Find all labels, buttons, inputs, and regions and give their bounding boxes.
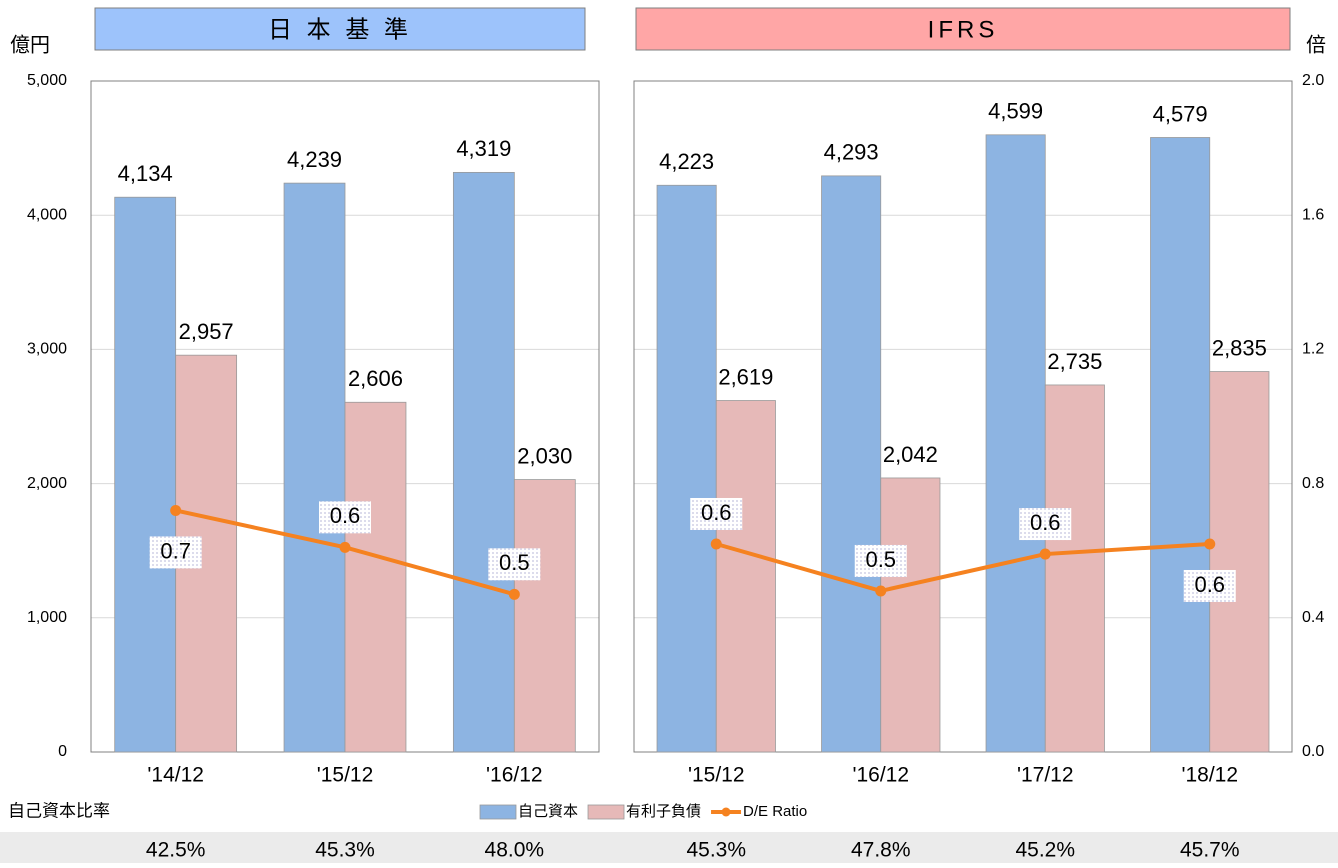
line-point (1039, 548, 1051, 560)
equity-ratio: 45.2% (1015, 839, 1075, 862)
bar (880, 477, 941, 753)
bar (656, 184, 717, 753)
line-point (875, 585, 887, 597)
bar (283, 182, 346, 753)
value-label: 4,599 (988, 99, 1043, 124)
y2-tick-label: 0.8 (1302, 475, 1324, 492)
x-tick-label: '16/12 (486, 764, 543, 787)
legend-label: D/E Ratio (743, 803, 807, 820)
y2-tick-label: 2.0 (1302, 72, 1324, 89)
y-tick-label: 2,000 (27, 475, 67, 492)
title-box (635, 7, 1291, 51)
y-axis-unit: 億円 (10, 33, 50, 56)
legend-label: 有利子負債 (626, 803, 701, 820)
line-point (170, 504, 182, 516)
x-tick-label: '16/12 (852, 764, 909, 787)
value-label-box (488, 548, 541, 581)
x-tick-label: '17/12 (1017, 764, 1074, 787)
value-label-box (1183, 569, 1236, 602)
value-label: 4,319 (456, 136, 511, 161)
bar (715, 400, 776, 753)
x-tick-label: '15/12 (688, 764, 745, 787)
x-tick-label: '15/12 (317, 764, 374, 787)
y-tick-label: 0 (58, 743, 67, 760)
equity-ratio: 45.3% (315, 839, 375, 862)
y2-tick-label: 0.0 (1302, 743, 1324, 760)
bar (344, 401, 407, 753)
y-tick-label: 4,000 (27, 206, 67, 223)
value-label: 0.5 (865, 547, 896, 572)
value-label: 2,735 (1047, 349, 1102, 374)
value-label-box (1019, 508, 1072, 541)
value-label: 4,579 (1153, 101, 1208, 126)
bar (1044, 384, 1105, 753)
line (715, 541, 1210, 594)
y2-tick-label: 1.2 (1302, 341, 1324, 358)
value-label: 2,606 (348, 366, 403, 391)
line-point (508, 588, 520, 600)
bar (114, 196, 177, 753)
value-label: 0.6 (1030, 510, 1061, 535)
value-label: 0.6 (701, 500, 732, 525)
equity-ratio: 48.0% (485, 839, 545, 862)
y-tick-label: 3,000 (27, 341, 67, 358)
plot-border (633, 80, 1293, 753)
title-box (94, 7, 586, 51)
value-label: 2,835 (1212, 335, 1267, 360)
value-label-box (149, 536, 202, 569)
value-label: 0.6 (1194, 572, 1225, 597)
bar (513, 479, 576, 753)
bar (1150, 137, 1211, 753)
value-label: 2,042 (883, 442, 938, 467)
legend-marker (721, 807, 731, 817)
x-tick-label: '18/12 (1181, 764, 1238, 787)
value-label-box (690, 497, 743, 530)
legend-swatch (587, 804, 625, 820)
value-label: 2,619 (718, 364, 773, 389)
legend-swatch (479, 804, 517, 820)
chart-title: IFRS (928, 16, 999, 43)
bar (1209, 371, 1270, 753)
y-tick-label: 5,000 (27, 72, 67, 89)
value-label-box (319, 501, 371, 534)
value-label: 4,223 (659, 149, 714, 174)
x-tick-label: '14/12 (147, 764, 204, 787)
value-label: 4,239 (287, 147, 342, 172)
value-label: 0.6 (330, 503, 361, 528)
legend-label: 自己資本 (518, 803, 578, 820)
y2-tick-label: 0.4 (1302, 609, 1324, 626)
value-label: 0.5 (499, 550, 530, 575)
equity-ratio: 47.8% (851, 839, 911, 862)
y2-tick-label: 1.6 (1302, 206, 1324, 223)
equity-ratio: 45.3% (686, 839, 746, 862)
ratio-band (0, 832, 1338, 863)
line-point (710, 538, 722, 550)
value-label: 2,030 (517, 443, 572, 468)
chart-title: 日 本 基 準 (268, 16, 412, 43)
value-label-box (854, 544, 907, 577)
value-label: 0.7 (160, 538, 191, 563)
value-label: 4,134 (118, 161, 173, 186)
equity-ratio: 42.5% (146, 839, 206, 862)
bar (985, 134, 1046, 753)
y2-axis-unit: 倍 (1306, 33, 1326, 56)
value-label: 2,957 (179, 319, 234, 344)
line-point (339, 541, 351, 553)
bar (821, 175, 882, 753)
y-tick-label: 1,000 (27, 609, 67, 626)
equity-ratio: 45.7% (1180, 839, 1240, 862)
ratio-label: 自己資本比率 (8, 801, 110, 820)
bar (452, 171, 515, 753)
line-point (1204, 538, 1216, 550)
value-label: 4,293 (824, 140, 879, 165)
